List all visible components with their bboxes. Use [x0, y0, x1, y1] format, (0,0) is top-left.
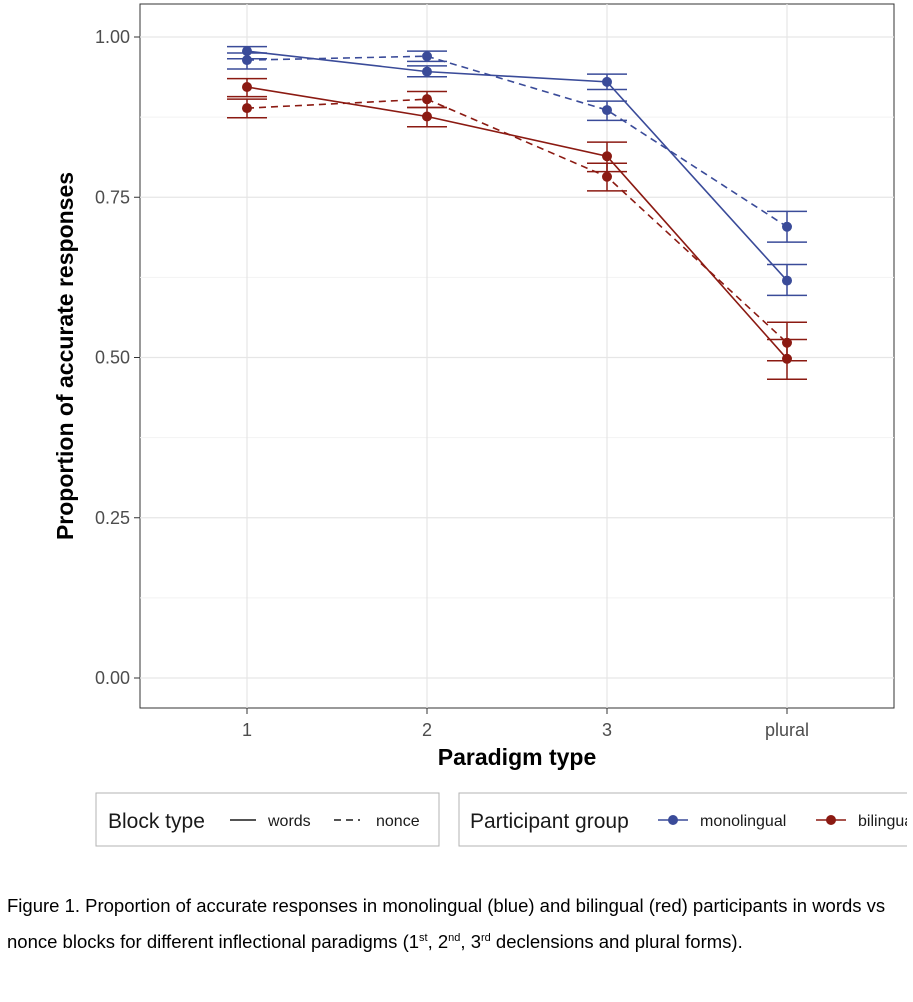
y-tick-label: 0.50	[95, 348, 130, 368]
caption-sup-3: rd	[481, 932, 491, 944]
x-axis: 1 2 3 plural	[242, 708, 809, 740]
plot-panel	[139, 3, 895, 709]
x-axis-title: Paradigm type	[438, 744, 597, 770]
data-point	[242, 81, 252, 92]
data-point	[422, 51, 432, 62]
y-tick-label: 1.00	[95, 27, 130, 47]
legend-label-words: words	[267, 813, 311, 830]
data-point	[602, 76, 612, 87]
x-tick-label: plural	[765, 720, 809, 740]
data-point	[602, 151, 612, 162]
caption-text-2: , 2	[427, 931, 449, 952]
legend-title-block-type: Block type	[108, 810, 205, 833]
data-point	[422, 111, 432, 122]
series-line-monolingual-words	[246, 50, 788, 282]
data-points	[242, 46, 792, 364]
chart: 0.00 0.25 0.50 0.75 1.00 1 2 3 plural Paradigm …	[52, 3, 913, 847]
caption-text-4: declensions and plural forms).	[490, 931, 743, 952]
caption-sup-2: nd	[448, 932, 461, 944]
data-point	[602, 105, 612, 116]
legend: Block type words nonce Participant group mon…	[95, 792, 913, 847]
caption-text-1: Figure 1. Proportion of accurate respons…	[7, 895, 886, 952]
legend-key-point-monolingual	[668, 815, 678, 825]
legend-box-block-type	[95, 792, 440, 847]
legend-label-monolingual: monolingual	[700, 813, 786, 830]
y-axis: 0.00 0.25 0.50 0.75 1.00	[95, 27, 140, 688]
figure-caption: Figure 1. Proportion of accurate respons…	[7, 888, 907, 960]
series-line-bilingual-nonce	[246, 98, 788, 344]
x-tick-label: 3	[602, 720, 612, 740]
data-point	[242, 103, 252, 114]
data-point	[782, 353, 792, 364]
x-tick-label: 1	[242, 720, 252, 740]
y-tick-label: 0.00	[95, 668, 130, 688]
data-point	[782, 337, 792, 348]
data-point	[422, 94, 432, 105]
series-line-monolingual-nonce	[246, 55, 788, 228]
y-tick-label: 0.75	[95, 187, 130, 207]
x-tick-label: 2	[422, 720, 432, 740]
y-axis-title: Proportion of accurate responses	[52, 172, 78, 540]
data-point	[782, 275, 792, 286]
data-point	[242, 46, 252, 57]
caption-sup-1: st	[419, 932, 428, 944]
series-lines	[246, 50, 788, 360]
y-tick-label: 0.25	[95, 508, 130, 528]
legend-title-participant-group: Participant group	[470, 810, 629, 833]
legend-label-bilingual: bilingual	[858, 813, 913, 830]
legend-label-nonce: nonce	[376, 813, 420, 830]
series-line-bilingual-words	[246, 86, 788, 360]
data-point	[602, 171, 612, 182]
data-point	[422, 66, 432, 77]
data-point	[782, 221, 792, 232]
data-point	[242, 55, 252, 66]
caption-text-3: , 3	[460, 931, 481, 952]
legend-key-point-bilingual	[826, 815, 836, 825]
